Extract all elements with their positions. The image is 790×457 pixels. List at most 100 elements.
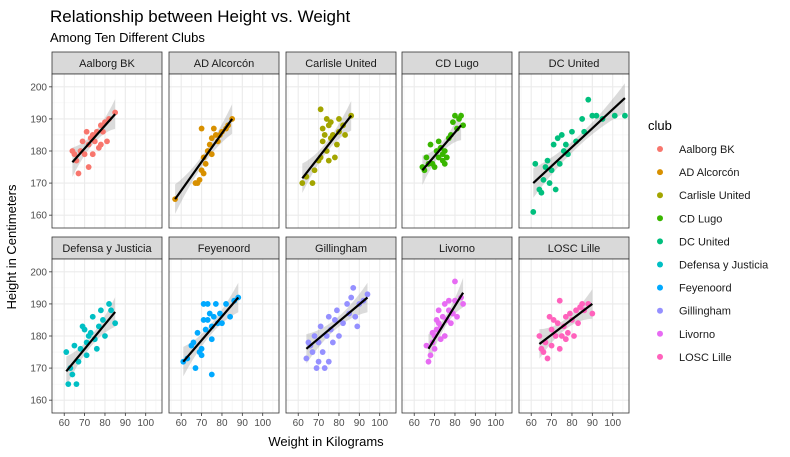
panel-border xyxy=(285,73,397,229)
data-point xyxy=(575,320,581,327)
data-point xyxy=(425,358,432,365)
x-tick-label: 60 xyxy=(409,418,421,429)
data-point xyxy=(104,138,110,145)
fit-line xyxy=(538,303,593,345)
x-tick-label: 90 xyxy=(470,418,482,429)
data-point xyxy=(95,323,102,330)
data-point xyxy=(540,176,547,183)
data-point xyxy=(73,381,80,388)
data-point xyxy=(325,358,332,365)
data-point xyxy=(431,164,438,170)
data-point xyxy=(556,160,563,167)
x-tick-label: 90 xyxy=(237,418,249,429)
data-point xyxy=(540,349,547,355)
facet-panels: Aalborg BK 160 170 180 190 200 AD Alcorcón Carl… xyxy=(30,51,630,429)
data-point xyxy=(334,141,340,148)
y-tick-label: 200 xyxy=(30,82,47,93)
legend-item-carlisle-united: Carlisle United xyxy=(657,190,751,202)
data-point xyxy=(204,301,211,307)
x-tick-label: 100 xyxy=(604,418,621,429)
fit-line xyxy=(532,97,626,184)
data-point xyxy=(77,345,84,352)
x-tick-label: 70 xyxy=(196,418,208,429)
data-point xyxy=(556,297,563,304)
panel-border xyxy=(168,73,280,229)
legend-label: CD Lugo xyxy=(679,213,722,225)
data-point xyxy=(441,301,448,307)
x-tick-label: 100 xyxy=(137,418,154,429)
x-axis-title: Weight in Kilograms xyxy=(268,434,384,449)
facet-panel-losc-lille: LOSC Lille 60 70 80 90 100 xyxy=(518,236,630,429)
data-point xyxy=(196,176,203,183)
data-point xyxy=(552,186,559,193)
data-point xyxy=(198,345,205,352)
data-point xyxy=(319,349,326,355)
data-point xyxy=(336,333,342,339)
data-point xyxy=(542,164,549,170)
legend-key xyxy=(657,353,663,360)
facet-label: AD Alcorcón xyxy=(194,58,255,70)
data-point xyxy=(447,320,454,327)
data-point xyxy=(106,301,112,307)
x-tick-label: 60 xyxy=(59,418,71,429)
data-point xyxy=(593,112,600,119)
x-tick-label: 80 xyxy=(566,418,578,429)
data-point xyxy=(423,342,430,349)
facet-panel-gillingham: Gillingham 60 70 80 90 100 xyxy=(285,236,397,429)
legend-title: club xyxy=(648,118,672,133)
data-point xyxy=(63,349,70,355)
legend-key xyxy=(657,169,663,176)
legend-label: Feyenoord xyxy=(679,283,732,295)
data-point xyxy=(97,307,104,314)
x-tick-label: 60 xyxy=(526,418,538,429)
chart-subtitle: Among Ten Different Clubs xyxy=(50,30,205,45)
data-point xyxy=(550,141,557,148)
data-point xyxy=(585,96,592,103)
facet-panel-livorno: Livorno 60 70 80 90 100 xyxy=(401,236,513,429)
data-point xyxy=(89,151,96,158)
y-tick-label: 160 xyxy=(30,211,47,222)
data-point xyxy=(331,154,338,161)
legend-key xyxy=(657,146,663,152)
fit-line xyxy=(305,296,369,350)
data-point xyxy=(194,329,201,336)
x-tick-label: 70 xyxy=(429,418,441,429)
data-point xyxy=(354,323,361,330)
data-point xyxy=(548,342,555,349)
data-point xyxy=(348,294,355,301)
data-point xyxy=(87,329,94,336)
legend-item-ad-alcorcon: AD Alcorcón xyxy=(657,167,740,179)
data-point xyxy=(589,112,596,119)
y-tick-label: 190 xyxy=(30,114,47,125)
data-point xyxy=(93,345,100,352)
data-point xyxy=(206,310,213,317)
data-point xyxy=(548,326,555,333)
data-point xyxy=(190,339,197,346)
legend-key xyxy=(657,307,663,314)
legend-label: LOSC Lille xyxy=(679,352,732,364)
fit-line xyxy=(182,296,240,363)
data-point xyxy=(544,355,551,362)
data-point xyxy=(79,138,86,145)
fit-line xyxy=(71,113,116,163)
data-point xyxy=(579,301,586,307)
data-point xyxy=(435,307,442,314)
data-point xyxy=(437,336,444,343)
data-point xyxy=(309,180,316,186)
legend-key xyxy=(657,192,663,199)
data-point xyxy=(89,313,96,320)
facet-panel-feyenoord: Feyenoord 60 70 80 90 100 xyxy=(168,236,280,429)
data-point xyxy=(562,141,569,148)
data-point xyxy=(83,128,90,135)
data-point xyxy=(554,320,561,327)
data-point xyxy=(108,307,114,314)
data-point xyxy=(441,333,448,339)
data-point xyxy=(97,141,104,148)
data-point xyxy=(212,301,219,307)
data-point xyxy=(325,157,332,164)
data-point xyxy=(546,313,553,320)
data-point xyxy=(219,320,225,327)
x-tick-label: 100 xyxy=(254,418,271,429)
panel-border xyxy=(401,258,513,414)
